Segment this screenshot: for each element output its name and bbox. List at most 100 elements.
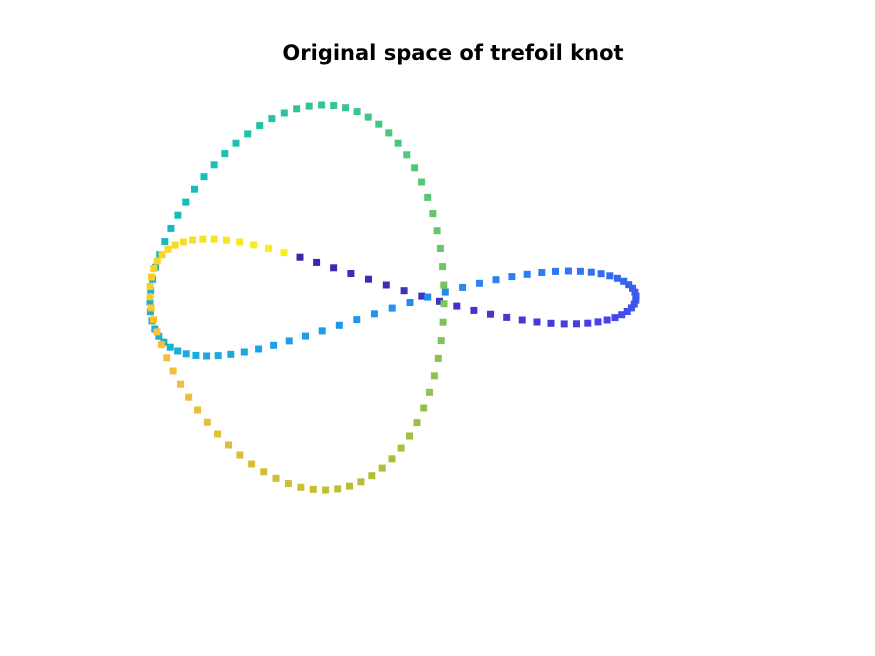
scatter-point <box>268 115 276 123</box>
scatter-point <box>620 277 628 285</box>
scatter-point <box>487 310 494 318</box>
scatter-point <box>552 267 559 275</box>
scatter-point <box>174 211 182 219</box>
scatter-point <box>270 341 278 349</box>
scatter-point <box>627 304 635 312</box>
scatter-point <box>250 241 258 249</box>
scatter-point <box>244 130 252 138</box>
scatter-point <box>285 337 293 345</box>
scatter-point <box>632 296 640 304</box>
scatter-point <box>322 486 330 494</box>
scatter-point <box>194 406 202 414</box>
scatter-point <box>508 273 516 281</box>
scatter-point <box>406 432 413 440</box>
scatter-point <box>492 276 500 284</box>
scatter-point <box>146 283 154 290</box>
scatter-point <box>441 288 449 296</box>
scatter-point <box>630 300 638 308</box>
chart-title: Original space of trefoil knot <box>282 41 623 65</box>
scatter-point <box>413 419 421 427</box>
scatter-point <box>296 253 304 261</box>
scatter-point <box>200 173 208 181</box>
scatter-point <box>223 236 230 244</box>
scatter-point <box>146 298 154 306</box>
scatter-point <box>437 337 445 345</box>
scatter-points <box>146 101 640 494</box>
scatter-point <box>153 257 161 265</box>
scatter-point <box>623 308 631 315</box>
scatter-point <box>171 241 179 249</box>
scatter-point <box>523 270 531 278</box>
scatter-point <box>163 354 171 362</box>
scatter-point <box>434 354 442 362</box>
scatter-point <box>594 318 602 326</box>
scatter-point <box>476 279 483 287</box>
scatter-point <box>347 270 355 277</box>
scatter-point <box>618 311 626 319</box>
scatter-point <box>533 318 541 326</box>
scatter-point <box>334 485 342 493</box>
scatter-point <box>629 284 636 292</box>
scatter-point <box>236 451 244 459</box>
scatter-point <box>397 444 405 452</box>
scatter-point <box>284 480 292 488</box>
scatter-point <box>155 332 163 340</box>
scatter-point <box>564 267 572 275</box>
scatter-point <box>406 299 414 306</box>
scatter-point <box>353 108 361 116</box>
scatter-point <box>318 327 326 335</box>
scatter-point <box>161 238 169 246</box>
scatter-point <box>560 320 568 328</box>
scatter-point <box>182 198 190 206</box>
scatter-point <box>587 268 595 276</box>
scatter-point <box>400 287 408 295</box>
scatter-point <box>313 258 321 266</box>
scatter-point <box>210 235 218 243</box>
scatter-point <box>256 122 264 130</box>
scatter-point <box>330 264 338 272</box>
scatter-point <box>420 404 428 412</box>
scatter-point <box>439 318 447 326</box>
scatter-point <box>426 388 433 396</box>
scatter-point <box>203 352 211 360</box>
scatter-point <box>191 185 198 193</box>
scatter-point <box>182 350 190 358</box>
scatter-point <box>150 316 157 324</box>
scatter-point <box>394 139 402 147</box>
scatter-point <box>330 102 338 109</box>
scatter-point <box>255 345 263 353</box>
scatter-point <box>232 139 240 147</box>
scatter-point <box>429 210 437 218</box>
scatter-point <box>538 269 546 276</box>
scatter-point <box>459 283 467 291</box>
scatter-point <box>606 272 614 280</box>
scatter-point <box>146 293 154 301</box>
scatter-point <box>625 281 633 289</box>
scatter-point <box>388 304 396 312</box>
scatter-point <box>418 178 426 186</box>
scatter-point <box>203 418 211 426</box>
scatter-point <box>147 304 155 312</box>
scatter-point <box>424 293 432 301</box>
scatter-point <box>150 265 158 273</box>
scatter-point <box>214 352 222 360</box>
scatter-point <box>147 287 155 295</box>
scatter-point <box>265 244 272 252</box>
scatter-point <box>164 245 172 253</box>
scatter-point <box>439 263 447 271</box>
scatter-point <box>597 270 605 278</box>
scatter-point <box>272 474 280 482</box>
scatter-point <box>368 472 376 480</box>
scatter-point <box>158 251 166 259</box>
scatter-point <box>169 367 177 375</box>
scatter-point <box>518 316 526 324</box>
scatter-point <box>185 393 193 401</box>
scatter-point <box>318 101 326 109</box>
scatter-point <box>225 441 232 449</box>
scatter-point <box>227 350 235 358</box>
scatter-point <box>210 161 218 169</box>
scatter-point <box>632 292 640 300</box>
scatter-point <box>357 478 365 486</box>
scatter-point <box>305 102 313 110</box>
